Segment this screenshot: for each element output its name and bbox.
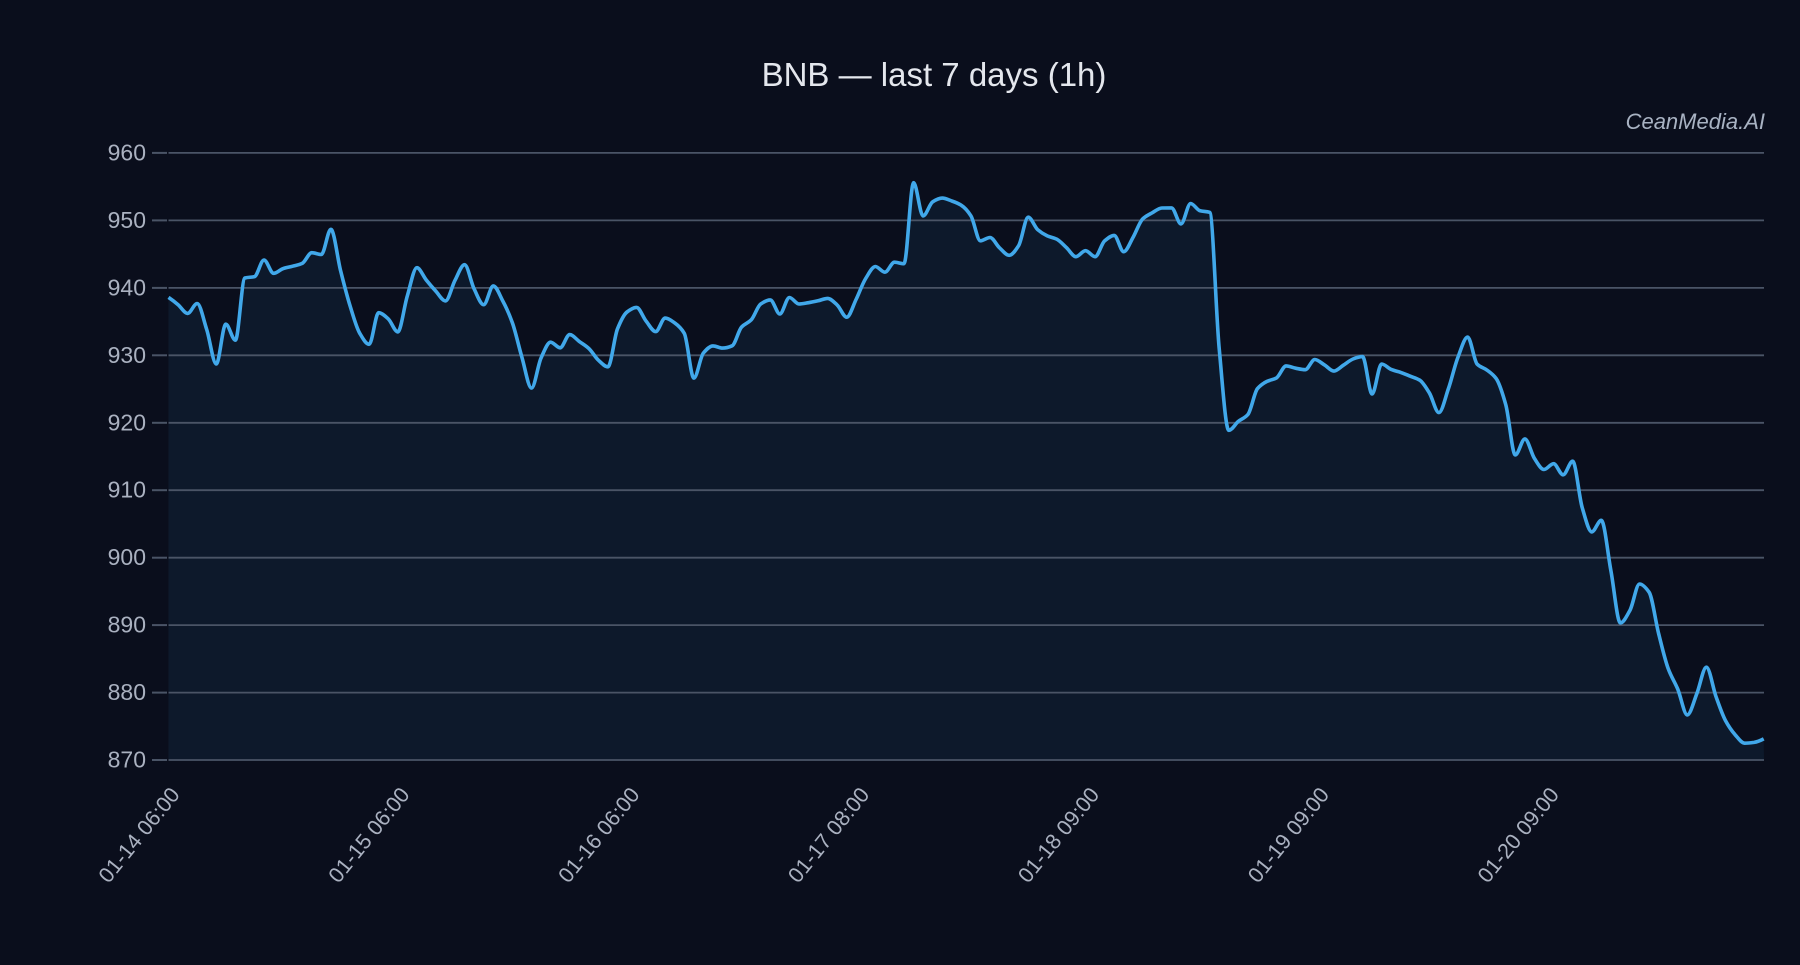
svg-text:940: 940 (108, 274, 146, 300)
svg-text:920: 920 (108, 409, 146, 435)
svg-text:BNB — last 7 days (1h): BNB — last 7 days (1h) (762, 56, 1107, 93)
svg-text:930: 930 (108, 342, 146, 368)
svg-text:CeanMedia.AI: CeanMedia.AI (1626, 109, 1765, 134)
svg-text:870: 870 (108, 747, 146, 773)
svg-text:960: 960 (108, 139, 146, 165)
svg-text:890: 890 (108, 612, 146, 638)
svg-text:880: 880 (108, 679, 146, 705)
svg-text:910: 910 (108, 477, 146, 503)
svg-text:950: 950 (108, 207, 146, 233)
svg-text:900: 900 (108, 544, 146, 570)
